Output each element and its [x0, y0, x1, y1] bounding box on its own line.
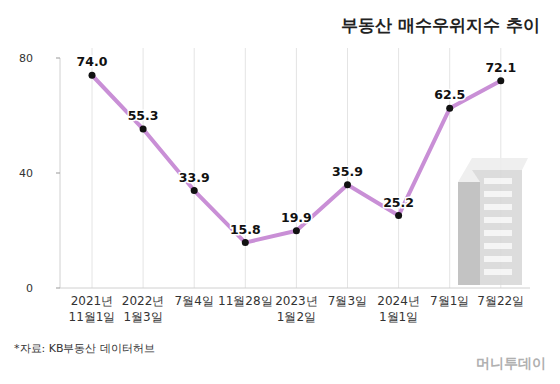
data-point — [89, 72, 96, 79]
x-tick-label-line: 7월3일 — [328, 294, 367, 308]
x-tick-label: 7월22일 — [477, 294, 524, 308]
credit: 머니투데이 — [476, 355, 546, 371]
y-tick-label: 80 — [19, 52, 33, 65]
grid-line — [296, 48, 297, 288]
data-point — [293, 227, 300, 234]
data-point — [191, 187, 198, 194]
grid-line — [398, 48, 399, 288]
chart-svg: 부동산 매수우위지수 추이 0 40 80 2021년 11월1일 2022년 1월3일 7월4… — [0, 0, 560, 384]
x-tick-label-line: 2024년 — [377, 294, 420, 308]
y-tick — [56, 288, 60, 289]
x-tick-label-line: 11월1일 — [69, 310, 116, 324]
x-tick-label: 2022년 1월3일 — [122, 294, 165, 324]
x-tick-label: 7월3일 — [328, 294, 367, 308]
x-tick-label-line: 1월1일 — [379, 310, 418, 324]
data-label: 35.9 — [332, 164, 363, 179]
grid-line — [449, 48, 450, 288]
data-label: 55.3 — [128, 108, 159, 123]
data-label: 33.9 — [179, 170, 210, 185]
data-label: 62.5 — [434, 87, 465, 102]
data-group — [89, 72, 505, 246]
building-window — [484, 269, 512, 275]
building-window — [484, 217, 512, 223]
x-tick-label-line: 2023년 — [275, 294, 318, 308]
building-window — [484, 204, 512, 210]
building-window — [484, 243, 512, 249]
grid-line — [194, 48, 195, 288]
y-tick-label: 0 — [26, 282, 33, 295]
data-point — [446, 105, 453, 112]
building-window — [484, 256, 512, 262]
x-tick-label: 11월28일 — [218, 294, 273, 308]
x-tick-label: 2023년 1월2일 — [275, 294, 318, 324]
x-tick-label: 7월4일 — [175, 294, 214, 308]
y-tick — [56, 58, 60, 59]
data-point — [140, 126, 147, 133]
x-tick-label-line: 2022년 — [122, 294, 165, 308]
x-axis-line — [60, 288, 530, 289]
data-line — [92, 75, 501, 242]
data-label: 72.1 — [485, 60, 516, 75]
grid-line — [245, 48, 246, 288]
building-window — [484, 191, 512, 197]
building-window — [484, 230, 512, 236]
y-tick-label: 40 — [19, 167, 33, 180]
x-tick-label-line: 1월2일 — [277, 310, 316, 324]
chart-container: 부동산 매수우위지수 추이 0 40 80 2021년 11월1일 2022년 1월3일 7월4… — [0, 0, 560, 384]
data-point — [497, 77, 504, 84]
x-tick-label-line: 7월22일 — [477, 294, 524, 308]
x-tick-label-line: 2021년 — [71, 294, 114, 308]
building-window — [484, 178, 512, 184]
x-tick-label-line: 11월28일 — [218, 294, 273, 308]
x-tick-label: 2024년 1월1일 — [377, 294, 420, 324]
x-tick-label-line: 7월1일 — [430, 294, 469, 308]
grid-line — [92, 48, 93, 288]
data-point — [344, 181, 351, 188]
data-label: 74.0 — [77, 54, 108, 69]
y-tick — [56, 173, 60, 174]
title: 부동산 매수우위지수 추이 — [341, 15, 540, 35]
x-tick-label-line: 1월3일 — [123, 310, 162, 324]
data-label: 19.9 — [281, 210, 312, 225]
data-label: 25.2 — [383, 195, 414, 210]
x-tick-label: 2021년 11월1일 — [69, 294, 116, 324]
data-point — [395, 212, 402, 219]
data-label: 15.8 — [230, 222, 261, 237]
data-point — [242, 239, 249, 246]
x-tick-label: 7월1일 — [430, 294, 469, 308]
source: *자료: KB부동산 데이터허브 — [14, 342, 155, 355]
building-side — [458, 182, 480, 285]
grid-line — [143, 48, 144, 288]
building-illustration — [458, 158, 528, 285]
x-tick-label-line: 7월4일 — [175, 294, 214, 308]
